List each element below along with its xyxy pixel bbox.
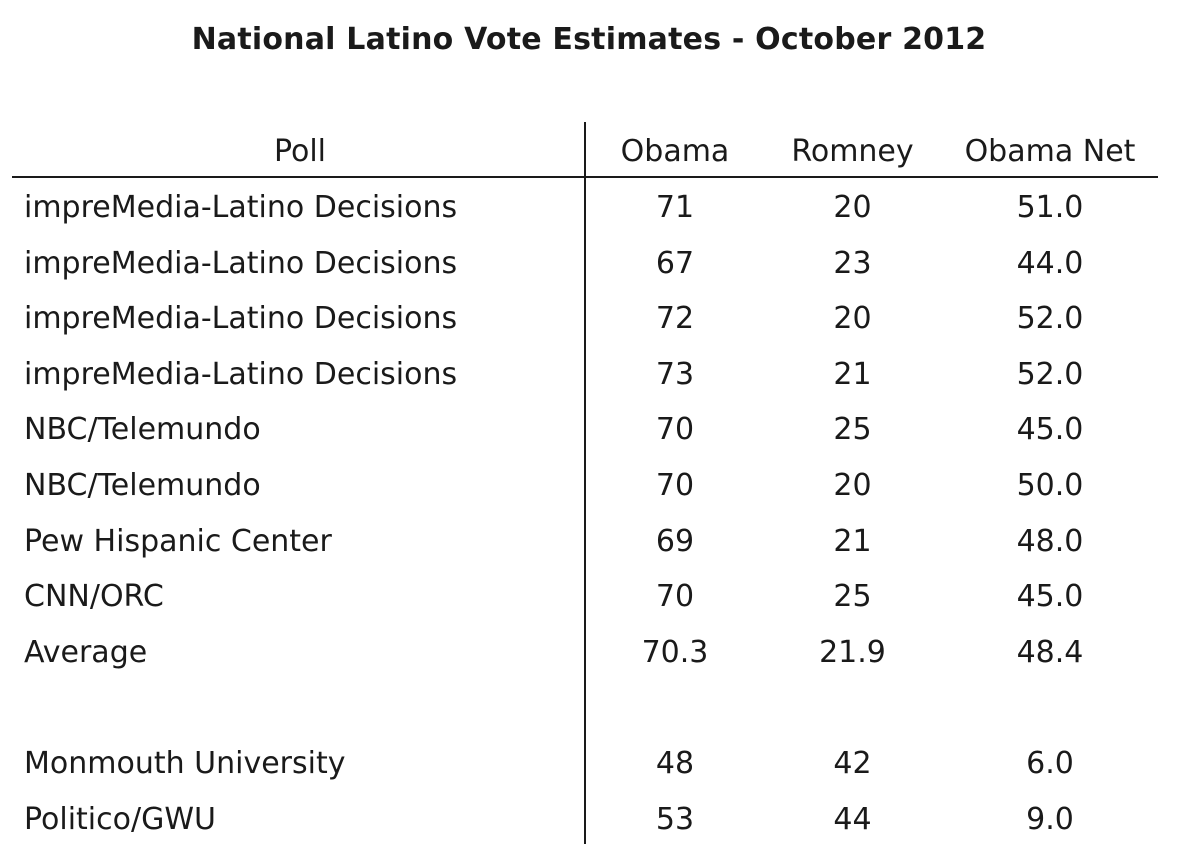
cell-poll: NBC/Telemundo [24, 468, 261, 503]
cell-obama: 48 [655, 746, 695, 781]
cell-obama: 69 [655, 524, 695, 559]
cell-obama-net: 6.0 [1026, 746, 1074, 781]
cell-obama-net: 45.0 [1016, 412, 1084, 447]
cell-obama-net: 48.4 [1016, 635, 1084, 670]
cell-obama-net: 44.0 [1016, 246, 1084, 281]
cell-poll: Monmouth University [24, 746, 346, 781]
cell-obama: 71 [655, 190, 695, 225]
header-obama: Obama [620, 134, 730, 169]
cell-romney: 44 [833, 802, 872, 837]
cell-romney: 21.9 [819, 635, 886, 670]
cell-obama: 72 [655, 301, 695, 336]
column-divider [584, 122, 586, 844]
cell-poll: NBC/Telemundo [24, 412, 261, 447]
cell-poll: CNN/ORC [24, 579, 164, 614]
cell-poll: impreMedia-Latino Decisions [24, 246, 458, 281]
cell-obama: 70.3 [641, 635, 709, 670]
cell-obama-net: 50.0 [1016, 468, 1084, 503]
cell-poll: impreMedia-Latino Decisions [24, 190, 458, 225]
cell-romney: 20 [833, 301, 872, 336]
cell-obama: 70 [655, 412, 695, 447]
cell-poll: impreMedia-Latino Decisions [24, 301, 458, 336]
cell-obama-net: 51.0 [1016, 190, 1084, 225]
cell-obama-net: 48.0 [1016, 524, 1084, 559]
header-obama-net: Obama Net [964, 134, 1136, 169]
cell-romney: 25 [833, 412, 872, 447]
cell-romney: 21 [833, 524, 872, 559]
header-poll: Poll [273, 134, 327, 169]
cell-romney: 20 [833, 190, 872, 225]
cell-poll: Politico/GWU [24, 802, 216, 837]
cell-obama: 53 [655, 802, 695, 837]
cell-poll: impreMedia-Latino Decisions [24, 357, 458, 392]
cell-obama-net: 52.0 [1016, 301, 1084, 336]
cell-poll: Average [24, 635, 148, 670]
cell-romney: 23 [833, 246, 872, 281]
cell-obama: 70 [655, 579, 695, 614]
cell-romney: 25 [833, 579, 872, 614]
cell-obama: 70 [655, 468, 695, 503]
cell-romney: 42 [833, 746, 872, 781]
cell-obama-net: 52.0 [1016, 357, 1084, 392]
cell-poll: Pew Hispanic Center [24, 524, 332, 559]
cell-obama-net: 45.0 [1016, 579, 1084, 614]
cell-romney: 21 [833, 357, 872, 392]
table-title: National Latino Vote Estimates - October… [191, 22, 987, 57]
header-romney: Romney [791, 134, 914, 169]
cell-obama: 73 [655, 357, 695, 392]
cell-romney: 20 [833, 468, 872, 503]
cell-obama-net: 9.0 [1026, 802, 1074, 837]
cell-obama: 67 [655, 246, 695, 281]
